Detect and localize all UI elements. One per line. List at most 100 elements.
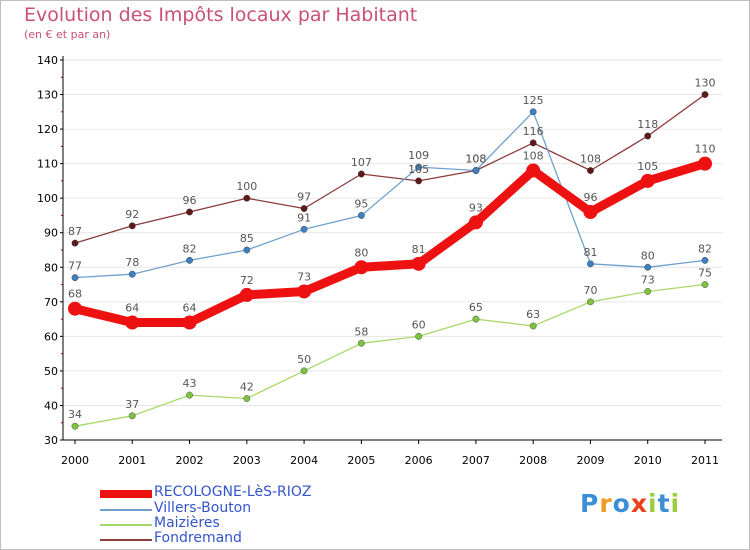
y-tick-label: 140 bbox=[37, 54, 58, 67]
data-point-recologne-l-s-rioz bbox=[68, 301, 82, 316]
data-point-fondremand bbox=[644, 132, 652, 140]
data-label-recologne-l-s-rioz: 108 bbox=[523, 150, 544, 163]
data-label-fondremand: 118 bbox=[637, 118, 658, 131]
data-label-villers-bouton: 82 bbox=[183, 242, 197, 255]
data-label-recologne-l-s-rioz: 64 bbox=[125, 302, 139, 315]
data-label-fondremand: 105 bbox=[408, 163, 429, 176]
y-tick-label: 130 bbox=[37, 89, 58, 102]
grid-lines bbox=[63, 59, 722, 441]
data-label-recologne-l-s-rioz: 105 bbox=[637, 160, 658, 173]
data-point-maizi-res bbox=[529, 322, 537, 330]
data-label-fondremand: 108 bbox=[580, 153, 601, 166]
data-label-maizi-res: 50 bbox=[297, 353, 311, 366]
data-point-recologne-l-s-rioz bbox=[125, 315, 140, 330]
data-point-fondremand bbox=[415, 177, 423, 185]
data-label-maizi-res: 42 bbox=[240, 381, 254, 394]
data-point-recologne-l-s-rioz bbox=[354, 260, 369, 275]
data-point-fondremand bbox=[128, 222, 136, 230]
data-point-recologne-l-s-rioz bbox=[182, 315, 197, 330]
data-label-villers-bouton: 78 bbox=[125, 256, 139, 269]
line-chart: 30 40 50 60 70 80 90 100 110 120 130 140 2000 2001 200… bbox=[37, 54, 722, 467]
data-label-villers-bouton: 91 bbox=[297, 211, 311, 224]
y-tick-label: 70 bbox=[44, 296, 58, 309]
y-tick-label: 90 bbox=[44, 227, 58, 240]
data-point-recologne-l-s-rioz bbox=[297, 284, 312, 299]
logo-letter: t bbox=[657, 489, 671, 518]
y-tick-label: 50 bbox=[44, 365, 58, 378]
x-tick-label: 2010 bbox=[634, 454, 662, 467]
y-tick-label: 30 bbox=[44, 434, 58, 447]
logo-letter: i bbox=[670, 489, 681, 518]
data-label-fondremand: 100 bbox=[236, 180, 257, 193]
data-label-recologne-l-s-rioz: 93 bbox=[469, 201, 483, 214]
data-label-villers-bouton: 82 bbox=[698, 242, 712, 255]
x-tick-label: 2006 bbox=[405, 454, 433, 467]
y-tick-label: 40 bbox=[44, 399, 58, 412]
data-point-recologne-l-s-rioz bbox=[640, 173, 655, 188]
logo-letter: i bbox=[648, 489, 658, 518]
legend-swatch-villers-bouton bbox=[100, 509, 152, 511]
data-point-fondremand bbox=[529, 139, 537, 147]
data-point-fondremand bbox=[587, 167, 594, 174]
series-line-fondremand bbox=[74, 93, 706, 244]
data-point-villers-bouton bbox=[128, 270, 136, 278]
data-point-fondremand bbox=[701, 91, 709, 98]
data-label-fondremand: 92 bbox=[125, 208, 139, 221]
data-label-maizi-res: 63 bbox=[526, 308, 540, 321]
data-label-fondremand: 108 bbox=[465, 153, 486, 166]
y-tick-label: 80 bbox=[44, 261, 58, 274]
data-label-villers-bouton: 125 bbox=[523, 94, 544, 107]
data-point-villers-bouton bbox=[357, 212, 365, 219]
data-point-maizi-res bbox=[472, 315, 480, 323]
data-label-recologne-l-s-rioz: 72 bbox=[240, 274, 254, 287]
data-label-villers-bouton: 95 bbox=[354, 197, 368, 210]
x-tick-label: 2000 bbox=[61, 454, 89, 467]
data-points bbox=[68, 91, 712, 430]
data-label-maizi-res: 75 bbox=[698, 267, 712, 280]
data-point-maizi-res bbox=[71, 422, 79, 430]
proxiti-logo: Proxiti bbox=[580, 489, 680, 518]
data-point-villers-bouton bbox=[300, 225, 308, 233]
data-label-fondremand: 130 bbox=[695, 77, 716, 90]
x-tick-label: 2007 bbox=[462, 454, 490, 467]
data-label-fondremand: 107 bbox=[351, 156, 372, 169]
data-label-maizi-res: 60 bbox=[412, 318, 426, 331]
logo-letter: P bbox=[580, 489, 600, 518]
legend-label-villers-bouton: Villers-Bouton bbox=[154, 500, 252, 516]
chart-title: Evolution des Impôts locaux par Habitant bbox=[24, 4, 418, 26]
y-tick-label: 100 bbox=[37, 192, 58, 205]
data-label-villers-bouton: 77 bbox=[68, 260, 82, 273]
x-tick-label: 2009 bbox=[576, 454, 604, 467]
data-point-villers-bouton bbox=[415, 163, 423, 171]
data-point-maizi-res bbox=[300, 367, 308, 375]
data-label-maizi-res: 37 bbox=[125, 398, 139, 411]
y-tick-label: 120 bbox=[37, 123, 58, 136]
data-point-villers-bouton bbox=[529, 108, 537, 116]
data-labels: 87 92 96 100 97 107 105 108 116 108 118 130 77 78 82 85… bbox=[68, 77, 716, 422]
data-label-maizi-res: 65 bbox=[469, 301, 483, 314]
series-line-villers-bouton bbox=[74, 111, 706, 279]
data-label-maizi-res: 34 bbox=[68, 408, 82, 421]
data-point-recologne-l-s-rioz bbox=[239, 287, 254, 302]
data-point-villers-bouton bbox=[186, 256, 193, 264]
data-label-recologne-l-s-rioz: 110 bbox=[695, 143, 716, 156]
x-tick-label: 2002 bbox=[176, 454, 204, 467]
data-label-maizi-res: 70 bbox=[583, 284, 597, 297]
legend-swatch-recologne bbox=[100, 490, 152, 498]
data-point-recologne-l-s-rioz bbox=[411, 256, 426, 271]
data-label-maizi-res: 43 bbox=[183, 377, 197, 390]
x-tick-label: 2005 bbox=[347, 454, 375, 467]
data-point-maizi-res bbox=[186, 391, 193, 399]
data-point-villers-bouton bbox=[71, 274, 79, 282]
data-label-recologne-l-s-rioz: 73 bbox=[297, 270, 311, 283]
series-line-maizi-res bbox=[74, 283, 706, 427]
x-tick-label: 2001 bbox=[118, 454, 146, 467]
legend-label-maizieres: Maizières bbox=[154, 515, 220, 531]
data-point-villers-bouton bbox=[472, 167, 480, 174]
data-point-villers-bouton bbox=[701, 256, 709, 264]
data-point-recologne-l-s-rioz bbox=[526, 163, 541, 178]
legend-swatch-maizieres bbox=[100, 524, 152, 526]
data-label-recologne-l-s-rioz: 68 bbox=[68, 288, 82, 301]
data-point-recologne-l-s-rioz bbox=[698, 156, 712, 171]
logo-letter: x bbox=[630, 489, 648, 518]
